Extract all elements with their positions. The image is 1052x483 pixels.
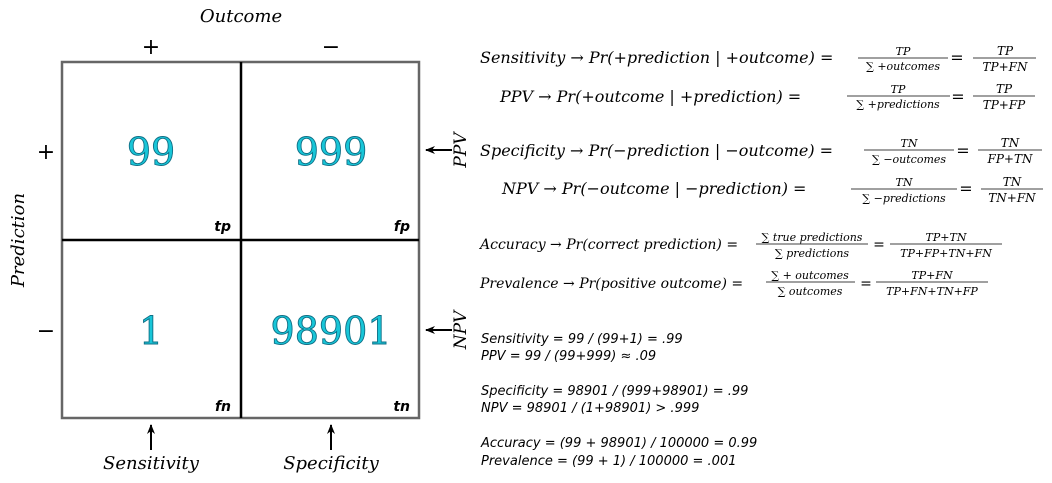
column-negative-label: − [322,35,340,60]
formula-accuracy-text: Accuracy → Pr(correct prediction) = [478,237,738,253]
calc-npv: NPV = 98901 / (1+98901) > .999 [481,401,699,416]
formula-prevalence-text: Prevalence → Pr(positive outcome) = [479,276,743,292]
formula-accuracy-eq: = [873,237,885,253]
formula-npv-frac1-den: ∑ −predictions [862,192,946,205]
formula-sensitivity-eq: = [950,48,963,67]
row-negative-label: − [37,319,55,344]
outcome-axis-label: Outcome [200,6,282,27]
formula-sensitivity-frac1-num: TP [896,45,911,58]
formula-specificity-frac2-den: FP+TN [987,152,1033,166]
calculations-block: Sensitivity = 99 / (99+1) = .99 PPV = 99… [480,332,757,469]
cell-fp-tag: fp [394,219,410,235]
cell-tp-value: 99 [127,130,175,174]
calc-sensitivity: Sensitivity = 99 / (99+1) = .99 [481,332,683,347]
ppv-side-label: PPV [451,131,471,169]
formula-accuracy-frac1-num: ∑ true predictions [762,231,863,244]
cell-tp-tag: tp [214,219,231,235]
formula-prevalence-eq: = [860,276,872,292]
formula-ppv: PPV → Pr(+outcome | +prediction) = TP ∑ … [499,82,1035,112]
cell-fn-value: 1 [139,309,163,353]
formula-prevalence: Prevalence → Pr(positive outcome) = ∑ + … [479,269,988,298]
cell-fp-value: 999 [295,130,368,174]
formula-npv-frac1-num: TN [896,176,913,189]
formula-prevalence-frac1-den: ∑ outcomes [778,285,843,298]
formula-ppv-frac2-num: TP [996,82,1013,96]
formula-ppv-frac1-den: ∑ +predictions [856,98,940,111]
formula-specificity-frac2-num: TN [1001,136,1020,150]
formula-npv: NPV → Pr(−outcome | −prediction) = TN ∑ … [501,175,1043,205]
sensitivity-bottom-label: Sensitivity [103,453,200,474]
formula-specificity-text: Specificity → Pr(−prediction | −outcome)… [480,141,833,160]
formula-ppv-frac1-num: TP [891,83,906,96]
prediction-axis-label: Prediction [8,193,29,288]
formula-specificity-eq: = [956,141,969,160]
formula-sensitivity-frac1-den: ∑ +outcomes [866,60,940,73]
formula-sensitivity-text: Sensitivity → Pr(+prediction | +outcome)… [480,48,833,67]
formula-accuracy: Accuracy → Pr(correct prediction) = ∑ tr… [478,231,1002,260]
cell-tn-value: 98901 [271,309,392,353]
calc-prevalence: Prevalence = (99 + 1) / 100000 = .001 [481,454,736,469]
formula-ppv-frac2-den: TP+FP [983,98,1026,112]
cell-fn-tag: fn [215,399,231,415]
calc-specificity: Specificity = 98901 / (999+98901) = .99 [481,384,748,399]
npv-side-label: NPV [451,309,471,350]
formula-specificity: Specificity → Pr(−prediction | −outcome)… [480,136,1042,166]
formula-npv-text: NPV → Pr(−outcome | −prediction) = [501,179,806,198]
calc-ppv: PPV = 99 / (99+999) ≈ .09 [481,349,656,364]
formula-accuracy-frac2-num: TP+TN [926,231,967,244]
formula-sensitivity-frac2-den: TP+FN [983,60,1028,74]
formula-prevalence-frac1-num: ∑ + outcomes [771,269,849,282]
column-positive-label: + [142,35,160,60]
formula-ppv-eq: = [951,87,964,106]
row-positive-label: + [37,140,55,165]
formula-npv-eq: = [959,179,972,198]
specificity-bottom-label: Specificity [283,453,379,474]
formula-prevalence-frac2-num: TP+FN [911,269,953,282]
formula-specificity-frac1-num: TN [901,137,918,150]
formula-sensitivity: Sensitivity → Pr(+prediction | +outcome)… [480,44,1036,74]
formula-accuracy-frac2-den: TP+FP+TN+FN [900,247,992,260]
formula-prevalence-frac2-den: TP+FN+TN+FP [886,285,978,298]
formula-sensitivity-frac2-num: TP [997,44,1014,58]
formula-specificity-frac1-den: ∑ −outcomes [872,153,946,166]
formula-accuracy-frac1-den: ∑ predictions [775,247,850,260]
cell-tn-tag: tn [393,399,410,415]
formula-ppv-text: PPV → Pr(+outcome | +prediction) = [499,87,801,106]
formula-npv-frac2-num: TN [1003,175,1022,189]
formula-npv-frac2-den: TN+FN [988,191,1036,205]
calc-accuracy: Accuracy = (99 + 98901) / 100000 = 0.99 [480,436,757,451]
